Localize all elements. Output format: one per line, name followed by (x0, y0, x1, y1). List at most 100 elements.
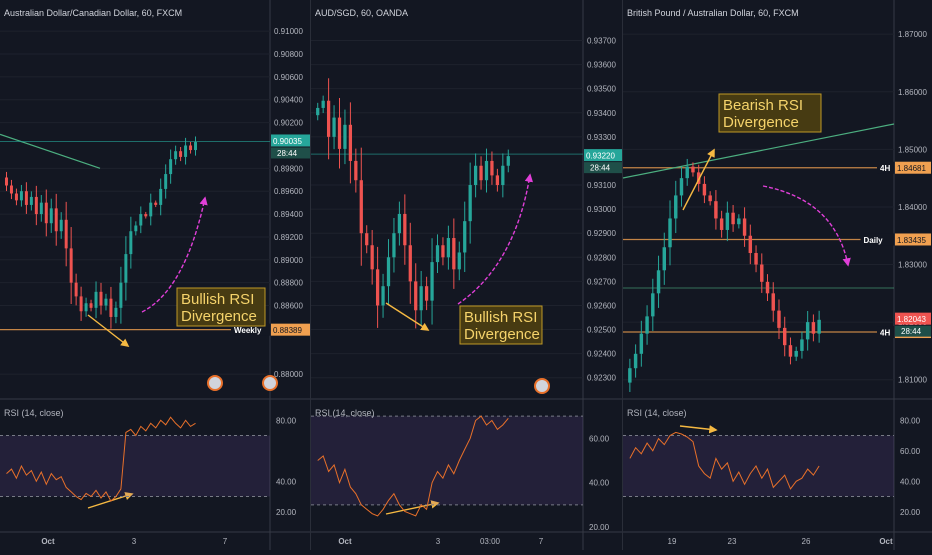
candle-body[interactable] (408, 245, 412, 282)
candle-body[interactable] (337, 117, 342, 149)
candle-body[interactable] (189, 145, 193, 151)
candle-body[interactable] (69, 248, 73, 283)
candle-body[interactable] (468, 185, 472, 222)
candle-body[interactable] (805, 322, 810, 340)
projection-arrow[interactable] (141, 196, 208, 313)
chart-panel-3[interactable]: British Pound / Australian Dollar, 60, F… (622, 0, 932, 550)
candle-body[interactable] (633, 353, 638, 369)
candle-body[interactable] (748, 235, 753, 254)
candle-body[interactable] (139, 214, 143, 226)
divergence-arrow[interactable] (385, 302, 430, 331)
candle-body[interactable] (144, 214, 148, 217)
candle-body[interactable] (490, 160, 494, 176)
candle-body[interactable] (74, 282, 78, 297)
candle-body[interactable] (656, 270, 661, 294)
candle-body[interactable] (479, 165, 483, 181)
candle-body[interactable] (668, 218, 672, 248)
candle-body[interactable] (777, 310, 781, 328)
candle-body[interactable] (44, 202, 48, 224)
candle-body[interactable] (326, 100, 331, 137)
candle-body[interactable] (164, 174, 168, 189)
candle-body[interactable] (359, 180, 363, 234)
candle-body[interactable] (332, 117, 336, 137)
candle-body[interactable] (19, 191, 23, 201)
candle-body[interactable] (114, 307, 118, 317)
divergence-arrow[interactable] (679, 425, 718, 434)
candle-body[interactable] (154, 202, 158, 205)
candle-body[interactable] (124, 254, 128, 283)
candle-body[interactable] (628, 368, 632, 383)
candle-body[interactable] (435, 245, 440, 263)
candle-body[interactable] (386, 257, 391, 287)
candle-body[interactable] (34, 196, 38, 215)
candle-body[interactable] (179, 151, 183, 157)
candle-body[interactable] (742, 218, 747, 236)
candle-body[interactable] (348, 124, 353, 161)
candle-body[interactable] (679, 178, 684, 196)
candle-body[interactable] (662, 247, 666, 271)
candle-body[interactable] (430, 262, 434, 301)
candle-body[interactable] (381, 286, 385, 306)
candle-body[interactable] (783, 327, 787, 346)
candle-body[interactable] (708, 195, 712, 202)
candle-body[interactable] (169, 159, 173, 175)
candle-body[interactable] (54, 208, 58, 232)
candle-body[interactable] (645, 316, 649, 334)
rsi-line[interactable] (317, 415, 509, 517)
candle-body[interactable] (794, 350, 798, 357)
candle-body[interactable] (788, 345, 793, 357)
candle-body[interactable] (9, 185, 13, 194)
candle-body[interactable] (771, 293, 775, 311)
candle-body[interactable] (651, 293, 655, 317)
candle-body[interactable] (501, 165, 505, 186)
candle-body[interactable] (473, 165, 478, 186)
candle-body[interactable] (484, 160, 489, 181)
candle-body[interactable] (365, 233, 369, 246)
projection-arrow[interactable] (457, 173, 534, 305)
candle-body[interactable] (714, 201, 718, 219)
event-icon[interactable] (262, 375, 278, 391)
event-icon[interactable] (207, 375, 223, 391)
divergence-arrow[interactable] (682, 148, 715, 211)
candle-body[interactable] (639, 333, 644, 354)
candle-body[interactable] (463, 221, 467, 253)
candle-body[interactable] (800, 339, 804, 351)
annotation-box[interactable] (459, 305, 543, 345)
candle-body[interactable] (159, 188, 163, 205)
candle-body[interactable] (149, 202, 153, 217)
candle-body[interactable] (760, 264, 764, 282)
candle-body[interactable] (119, 282, 123, 308)
projection-arrow[interactable] (762, 185, 851, 267)
candle-body[interactable] (84, 303, 88, 312)
candle-body[interactable] (24, 191, 28, 205)
divergence-arrow[interactable] (385, 500, 440, 515)
candle-body[interactable] (403, 213, 407, 246)
candle-body[interactable] (737, 218, 741, 225)
candle-body[interactable] (64, 219, 68, 249)
candle-body[interactable] (79, 296, 83, 312)
candle-body[interactable] (109, 298, 113, 317)
candle-body[interactable] (765, 281, 770, 294)
candle-body[interactable] (811, 322, 816, 334)
divergence-arrow[interactable] (87, 492, 134, 509)
candle-body[interactable] (370, 245, 374, 270)
rsi-line[interactable] (629, 431, 820, 490)
candle-body[interactable] (506, 156, 510, 166)
candle-body[interactable] (39, 202, 43, 215)
candle-body[interactable] (817, 319, 821, 334)
candle-body[interactable] (14, 193, 18, 201)
candle-body[interactable] (316, 107, 320, 116)
candle-body[interactable] (89, 303, 93, 308)
candle-body[interactable] (375, 269, 380, 306)
candle-body[interactable] (99, 291, 103, 306)
candle-body[interactable] (691, 166, 695, 173)
candle-body[interactable] (685, 166, 689, 179)
candle-body[interactable] (441, 245, 445, 258)
candle-body[interactable] (134, 225, 138, 232)
trendline[interactable] (0, 133, 101, 169)
candle-body[interactable] (725, 212, 730, 230)
annotation-box[interactable] (718, 93, 822, 133)
candle-body[interactable] (129, 231, 133, 255)
candle-body[interactable] (184, 145, 188, 157)
